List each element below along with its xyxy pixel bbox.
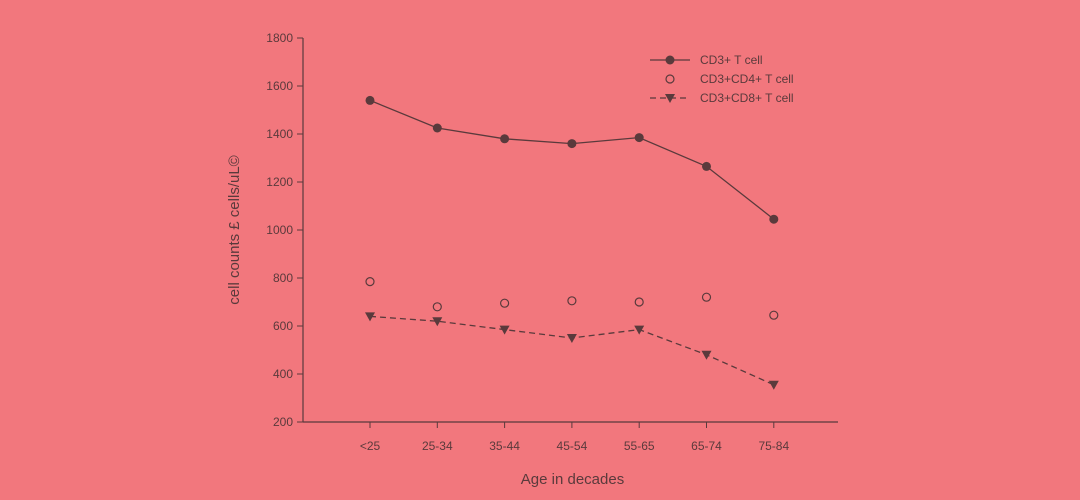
axes: 200 400 600 800 1000 1200 1400 1600 1800 <25 25-34… — [266, 31, 838, 453]
x-tick-label: <25 — [360, 439, 381, 453]
series-2 — [365, 277, 779, 320]
legend-label: CD3+CD4+ T cell — [700, 72, 794, 86]
data-point — [567, 139, 577, 149]
x-tick-label: 25-34 — [422, 439, 453, 453]
legend-entry: CD3+CD8+ T cell — [650, 91, 794, 105]
series-1 — [365, 95, 779, 224]
data-point — [500, 134, 510, 144]
y-tick-label: 400 — [273, 367, 293, 381]
data-point — [769, 214, 779, 224]
x-tick-label: 35-44 — [489, 439, 520, 453]
y-tick-label: 1000 — [266, 223, 293, 237]
legend-label: CD3+CD8+ T cell — [700, 91, 794, 105]
y-tick-label: 200 — [273, 415, 293, 429]
data-point — [634, 325, 645, 335]
data-point — [432, 302, 442, 312]
x-tick-label: 65-74 — [691, 439, 722, 453]
legend: CD3+ T cell CD3+CD4+ T cell CD3+CD8+ T cel… — [650, 53, 794, 105]
x-tick-label: 75-84 — [758, 439, 789, 453]
legend-marker — [665, 74, 675, 84]
legend-label: CD3+ T cell — [700, 53, 763, 67]
series-3 — [365, 312, 779, 390]
data-point — [634, 133, 644, 143]
data-point — [702, 161, 711, 171]
data-point — [567, 296, 577, 306]
y-tick-label: 1800 — [266, 31, 293, 45]
y-tick-label: 600 — [273, 319, 293, 333]
x-axis-title: Age in decades — [521, 471, 624, 488]
legend-marker — [665, 94, 675, 103]
y-tick-label: 1200 — [266, 175, 293, 189]
legend-marker — [665, 55, 675, 65]
series-line — [369, 99, 775, 220]
data-point — [432, 123, 442, 133]
data-point — [769, 310, 779, 320]
x-tick-label: 55-65 — [624, 439, 655, 453]
data-point — [365, 95, 375, 105]
y-tick-label: 1400 — [266, 127, 293, 141]
x-tick-label: 45-54 — [557, 439, 588, 453]
y-tick-label: 800 — [273, 271, 293, 285]
data-point — [499, 325, 510, 335]
data-point — [365, 277, 375, 287]
data-point — [768, 380, 779, 390]
data-point — [566, 334, 577, 343]
data-point — [432, 317, 443, 327]
series-layer — [365, 95, 779, 390]
data-point — [634, 297, 644, 307]
data-point — [701, 350, 712, 360]
legend-entry: CD3+CD4+ T cell — [665, 72, 794, 86]
series-line — [369, 315, 775, 386]
data-point — [500, 298, 510, 308]
data-point — [365, 312, 375, 322]
legend-entry: CD3+ T cell — [650, 53, 763, 67]
data-point — [701, 292, 712, 302]
y-axis-title: cell counts £ cells/uL© — [226, 155, 243, 304]
y-tick-label: 1600 — [266, 79, 293, 93]
